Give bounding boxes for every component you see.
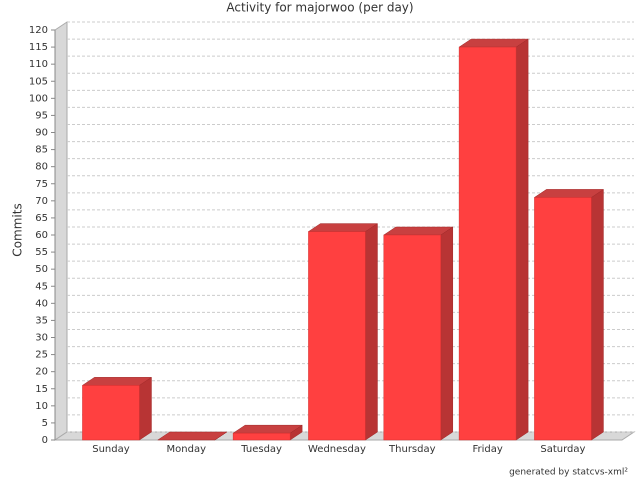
bar xyxy=(82,385,140,441)
y-tick-label: 55 xyxy=(35,247,48,258)
y-tick-label: 45 xyxy=(35,281,48,292)
y-axis-label: Commits xyxy=(11,203,25,256)
y-tick-label: 20 xyxy=(35,367,48,378)
y-tick-label: 100 xyxy=(29,93,48,104)
x-tick-label: Sunday xyxy=(92,444,130,455)
bar-side xyxy=(515,38,529,441)
y-tick-label: 50 xyxy=(35,264,48,275)
bar-side xyxy=(591,188,604,441)
y-tick-label: 105 xyxy=(29,76,48,87)
y-tick-label: 120 xyxy=(29,25,48,36)
chart-title: Activity for majorwoo (per day) xyxy=(226,1,413,15)
y-tick-label: 35 xyxy=(35,315,48,326)
y-tick-label: 110 xyxy=(29,59,48,70)
bar-top xyxy=(458,38,529,48)
bar-top xyxy=(382,226,454,236)
bar-top xyxy=(156,431,228,441)
bar-side xyxy=(365,223,378,441)
y-tick-label: 85 xyxy=(35,145,48,156)
y-tick-label: 60 xyxy=(35,230,48,241)
bar xyxy=(383,234,442,441)
bar xyxy=(458,46,517,441)
x-tick-label: Monday xyxy=(166,444,207,455)
y-tick-label: 5 xyxy=(42,418,48,429)
y-tick-label: 65 xyxy=(35,213,48,224)
y-tick-label: 40 xyxy=(35,298,48,309)
bar xyxy=(534,197,592,441)
x-tick-label: Wednesday xyxy=(308,444,366,455)
y-tick-label: 80 xyxy=(35,162,48,173)
bar-top xyxy=(81,377,153,386)
y-tick-label: 90 xyxy=(35,128,48,139)
x-tick-label: Saturday xyxy=(540,444,586,455)
y-tick-label: 30 xyxy=(35,333,48,344)
x-tick-label: Thursday xyxy=(389,444,436,455)
y-tick-label: 15 xyxy=(35,384,48,395)
y-tick-label: 10 xyxy=(35,401,48,412)
bar-top xyxy=(232,424,303,434)
bar-side xyxy=(139,376,152,441)
y-tick-label: 0 xyxy=(42,435,48,446)
y-tick-label: 25 xyxy=(35,350,48,361)
y-tick-label: 70 xyxy=(35,196,48,207)
x-tick-label: Tuesday xyxy=(241,444,282,455)
y-tick-label: 115 xyxy=(29,42,48,53)
footer: generated by statcvs-xml² xyxy=(509,468,628,478)
bar-top xyxy=(307,223,379,232)
y-tick-label: 95 xyxy=(35,110,48,121)
x-tick-label: Friday xyxy=(472,444,503,455)
bar xyxy=(308,231,366,441)
side-wall xyxy=(54,21,68,441)
y-tick-label: 75 xyxy=(35,179,48,190)
bar xyxy=(232,432,291,441)
bar-side xyxy=(440,226,454,441)
bar-top xyxy=(533,189,605,198)
